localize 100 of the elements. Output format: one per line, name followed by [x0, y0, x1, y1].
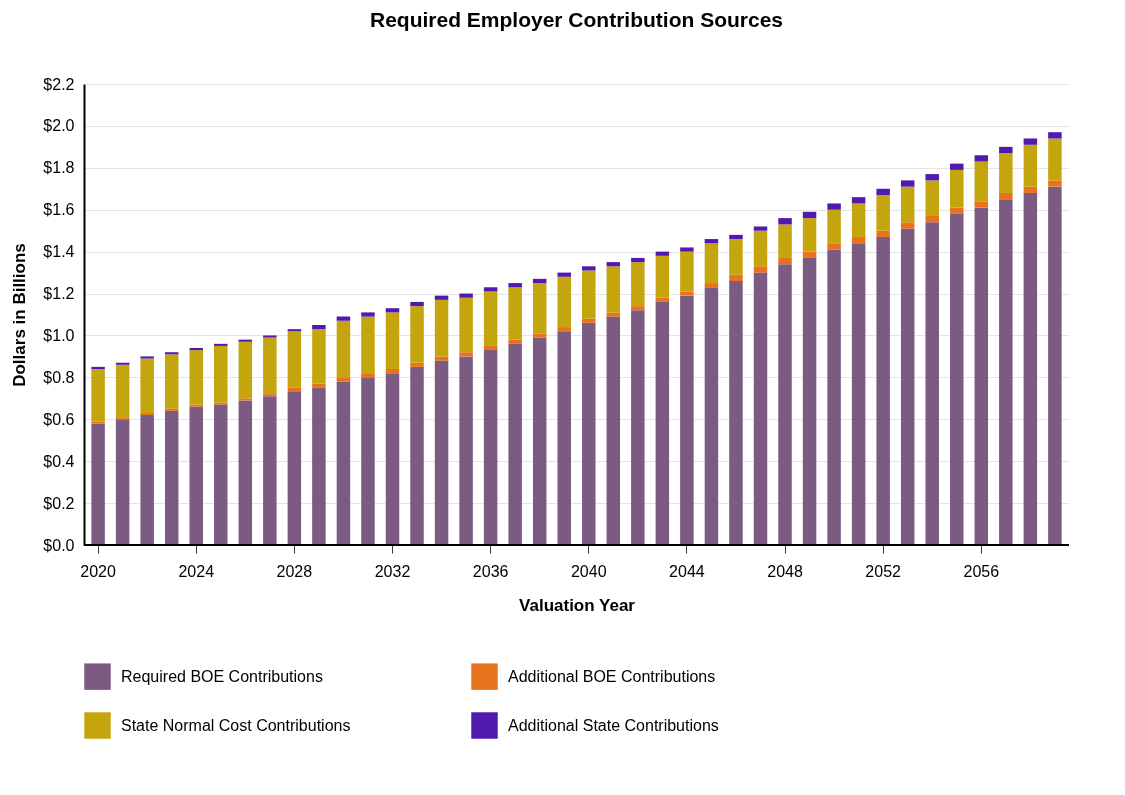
y-tick-label: $1.8 — [43, 159, 75, 177]
bar — [140, 356, 154, 359]
bar — [680, 291, 694, 296]
bar — [778, 224, 792, 258]
bar — [753, 230, 768, 267]
bar — [434, 360, 449, 545]
bar — [189, 350, 203, 405]
bar — [655, 297, 670, 302]
bar — [410, 301, 424, 307]
x-tick-label: 2028 — [276, 562, 313, 580]
bar — [1048, 180, 1062, 187]
bar — [1023, 192, 1038, 545]
bar — [263, 394, 277, 397]
x-tick-label: 2056 — [963, 562, 1000, 580]
bar — [704, 287, 719, 545]
bar — [606, 312, 621, 317]
bar — [140, 412, 154, 416]
x-axis-title: Valuation Year — [519, 595, 636, 615]
bar — [753, 226, 768, 231]
bar — [631, 310, 645, 545]
bar — [557, 272, 571, 277]
bar — [729, 280, 743, 545]
bar — [91, 423, 105, 545]
bar — [704, 243, 719, 284]
y-tick-label: $0.6 — [43, 410, 75, 428]
bar — [557, 331, 571, 545]
bar — [508, 343, 522, 545]
y-tick-label: $2.0 — [43, 117, 75, 135]
bar — [263, 335, 277, 338]
bar — [164, 410, 179, 545]
bar — [164, 408, 179, 411]
bar — [214, 404, 228, 545]
bar — [802, 218, 817, 252]
bar — [851, 203, 866, 237]
bar — [974, 161, 989, 202]
bar — [483, 287, 498, 292]
x-tick-label: 2032 — [374, 562, 411, 580]
x-tick-label: 2052 — [865, 562, 902, 580]
bar — [91, 421, 105, 424]
bar — [827, 243, 841, 250]
bar — [631, 306, 645, 311]
bar — [434, 295, 449, 300]
bar — [115, 362, 130, 365]
bar — [925, 174, 939, 181]
y-tick-label: $2.2 — [43, 75, 75, 93]
y-tick-label: $1.0 — [43, 326, 75, 344]
bar — [238, 339, 253, 342]
bar — [655, 301, 670, 545]
bar — [189, 404, 203, 407]
x-tick-label: 2024 — [178, 562, 215, 580]
bar — [753, 266, 768, 273]
bar — [214, 345, 228, 403]
bar — [140, 358, 154, 413]
x-tick-label: 2020 — [80, 562, 116, 580]
bar — [361, 377, 375, 545]
bar — [1023, 144, 1038, 187]
bar — [655, 251, 670, 256]
bar — [557, 276, 571, 328]
bar — [532, 333, 547, 338]
y-tick-label: $1.4 — [43, 243, 75, 261]
bar — [287, 387, 302, 393]
bar — [999, 153, 1013, 193]
bar — [459, 352, 473, 357]
y-tick-label: $0.2 — [43, 494, 75, 512]
bar — [238, 400, 253, 545]
y-tick-label: $1.6 — [43, 201, 75, 219]
bar — [950, 213, 964, 545]
bar — [851, 243, 866, 545]
bar — [115, 417, 130, 420]
bar — [361, 316, 375, 374]
bar — [532, 278, 547, 284]
legend-label: Required BOE Contributions — [121, 667, 323, 685]
bar — [999, 146, 1013, 154]
bar — [238, 341, 253, 399]
bar — [851, 197, 866, 204]
bar — [631, 257, 645, 263]
bar — [312, 387, 326, 545]
bar — [680, 247, 694, 252]
bar — [778, 257, 792, 265]
bar — [483, 345, 498, 351]
bar — [115, 364, 130, 418]
bar — [336, 377, 351, 382]
bar — [214, 402, 228, 405]
bar — [164, 352, 179, 355]
y-axis-title: Dollars in Billions — [10, 243, 30, 387]
bar — [582, 322, 596, 545]
bar — [802, 211, 817, 219]
x-tick-label: 2044 — [669, 562, 705, 580]
bar — [925, 180, 939, 217]
bar — [999, 199, 1013, 545]
bar — [459, 297, 473, 353]
bar — [336, 316, 351, 321]
bar — [483, 291, 498, 346]
bar — [974, 201, 989, 208]
bar — [606, 262, 621, 267]
bar — [1023, 138, 1038, 145]
bar — [361, 373, 375, 378]
x-tick-label: 2048 — [767, 562, 803, 580]
bar — [483, 350, 498, 545]
bar — [729, 234, 743, 240]
